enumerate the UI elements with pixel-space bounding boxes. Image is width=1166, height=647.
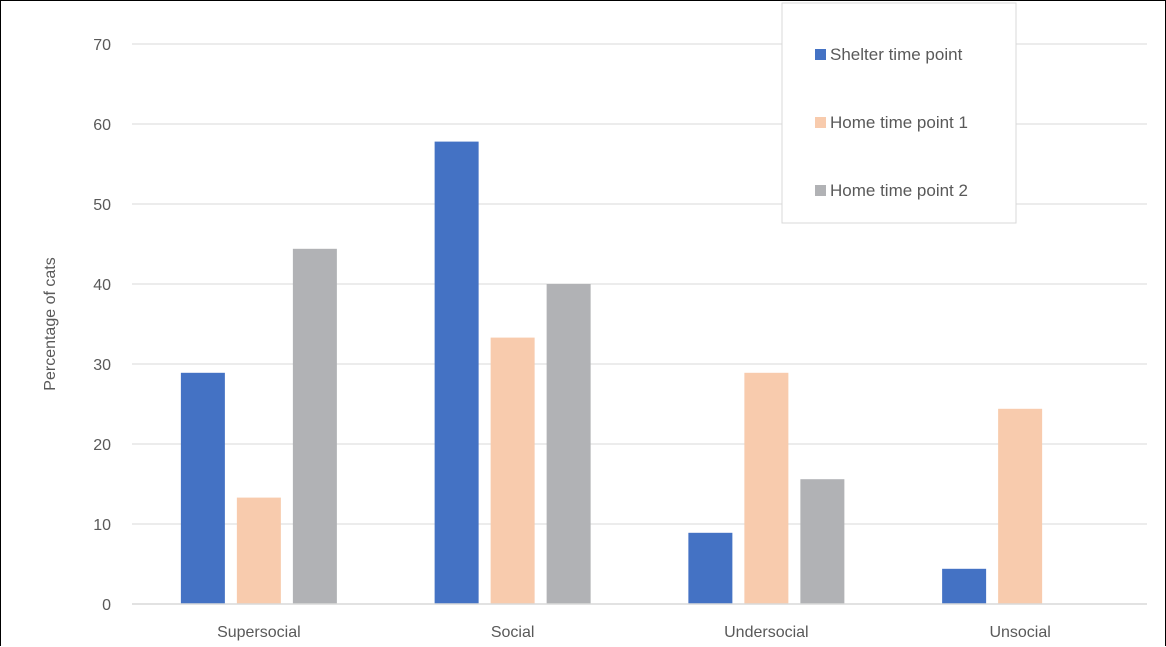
bar-undersocial-series-2: [744, 372, 789, 604]
bar-supersocial-series-3: [292, 248, 337, 605]
x-tick-label: Supersocial: [217, 624, 301, 641]
legend-label: Home time point 2: [830, 181, 968, 200]
x-tick-label: Undersocial: [724, 624, 808, 641]
bar-social-series-1: [434, 141, 479, 604]
bar-supersocial-series-1: [180, 372, 225, 604]
legend-label: Home time point 1: [830, 113, 968, 132]
bar-unsocial-series-1: [942, 568, 987, 604]
x-tick-label: Social: [491, 624, 535, 641]
legend-items: Shelter time point Home time point 1 Home …: [815, 45, 968, 200]
y-tick-label: 0: [102, 597, 111, 614]
x-axis-ticks: Supersocial Social Undersocial Unsocial: [217, 624, 1051, 641]
legend-swatch: [815, 117, 826, 128]
y-tick-label: 40: [93, 277, 111, 294]
y-tick-label: 70: [93, 37, 111, 54]
bar-undersocial-series-3: [800, 479, 845, 604]
y-tick-label: 60: [93, 117, 111, 134]
legend-swatch: [815, 185, 826, 196]
y-tick-label: 10: [93, 517, 111, 534]
legend-label: Shelter time point: [830, 45, 963, 64]
legend-swatch: [815, 49, 826, 60]
y-tick-label: 50: [93, 197, 111, 214]
bar-undersocial-series-1: [688, 532, 733, 604]
y-tick-label: 30: [93, 357, 111, 374]
y-axis-ticks: 0 10 20 30 40 50 60 70: [93, 37, 111, 614]
y-axis-title: Percentage of cats: [42, 257, 59, 390]
bar-social-series-2: [490, 337, 535, 604]
y-tick-label: 20: [93, 437, 111, 454]
bar-unsocial-series-2: [998, 408, 1043, 604]
legend: Shelter time point Home time point 1 Home …: [781, 2, 1017, 224]
x-tick-label: Unsocial: [989, 624, 1050, 641]
bars: [180, 141, 1043, 605]
bar-supersocial-series-2: [236, 497, 281, 604]
bar-social-series-3: [546, 284, 591, 604]
